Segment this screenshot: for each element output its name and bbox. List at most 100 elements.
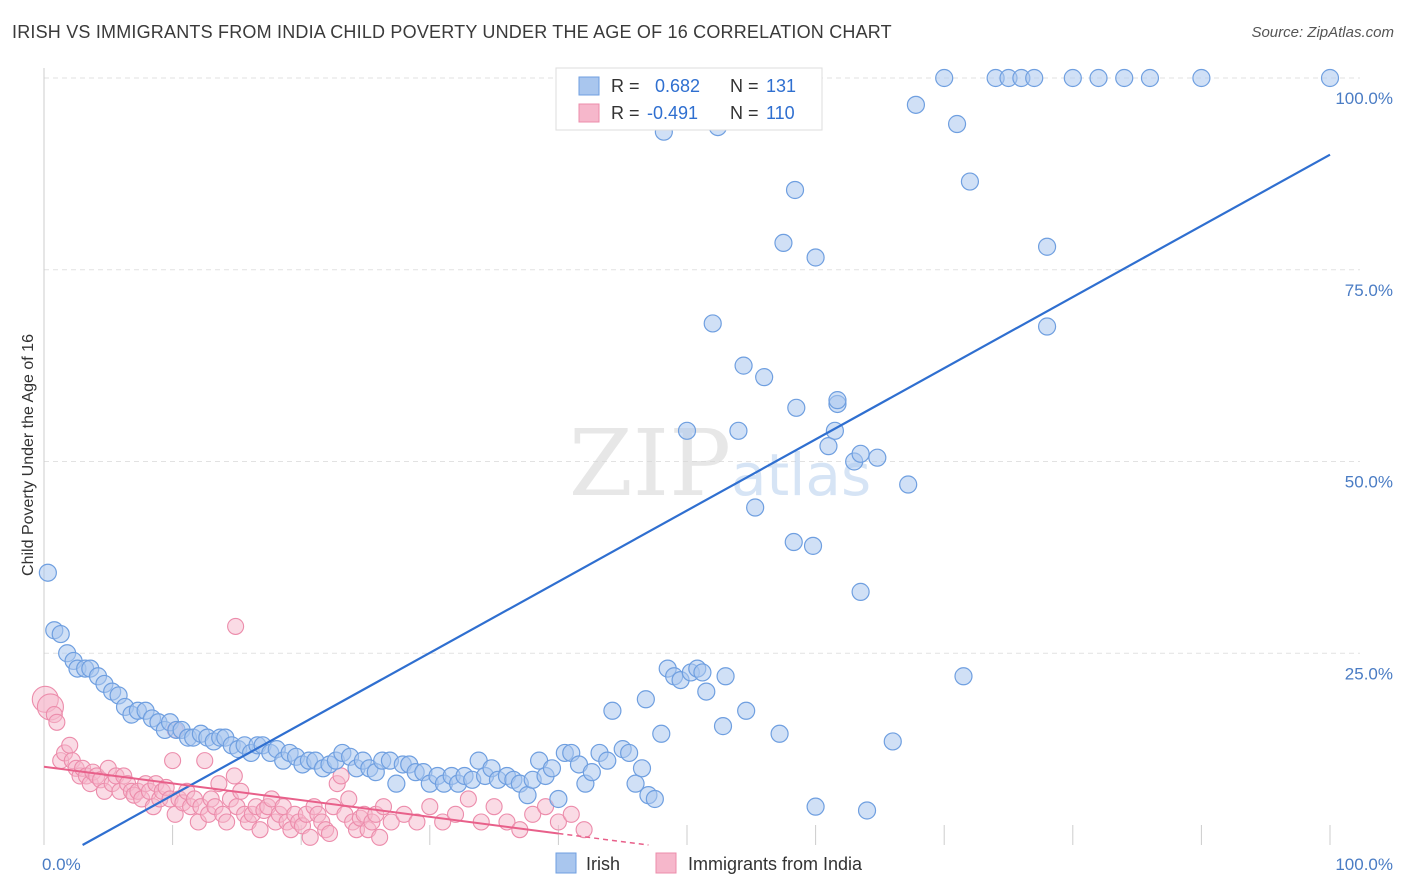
india-point [459,790,477,808]
legend-label-irish: Irish [586,854,620,874]
india-point [218,813,236,831]
trend-lines [43,153,1331,846]
irish-point [746,498,765,517]
stats-box: R = 0.682 N = 131 R = -0.491 N = 110 [555,67,823,131]
irish-point [954,667,973,686]
irish-point [737,701,756,720]
india-point [61,736,79,754]
india-point [320,824,339,843]
irish-point [819,437,838,456]
irish-point [636,690,655,709]
irish-point [716,667,735,686]
y-tick-label: 25.0% [1345,664,1393,683]
india-point [575,821,593,839]
india-point [382,813,400,831]
irish-point [620,743,639,763]
irish-point [582,763,601,782]
irish-point [899,475,918,494]
irish-point [734,356,753,375]
y-ticks: 25.0% 50.0% 75.0% 100.0% [1335,89,1393,683]
india-point [164,752,182,770]
irish-r-value: 0.682 [655,76,700,96]
india-point [421,798,439,816]
y-axis-label: Child Poverty Under the Age of 16 [20,334,37,576]
irish-point [645,789,664,809]
x-tick-label: 0.0% [42,855,81,874]
india-point [446,805,465,823]
irish-points [38,68,1340,820]
irish-point [387,774,406,793]
india-trend-extension [558,832,649,846]
irish-point [603,701,622,720]
irish-trend-line [82,153,1331,846]
india-point [408,813,426,831]
irish-point [755,368,774,387]
irish-point [857,801,877,820]
irish-point [828,391,847,410]
india-point [549,813,567,831]
irish-point [598,751,617,770]
india-point [251,821,269,839]
irish-point [713,717,733,736]
legend-swatch-irish [555,852,577,874]
irish-n-value: 131 [766,76,796,96]
irish-point [542,759,562,778]
irish-point [38,563,57,582]
chart-title: IRISH VS IMMIGRANTS FROM INDIA CHILD POV… [12,22,892,42]
irish-point [906,95,926,114]
irish-point [851,444,870,463]
india-point [196,752,214,770]
irish-point [868,448,887,467]
irish-point [785,180,805,200]
india-point [48,713,66,731]
india-point [562,805,580,823]
india-point [485,798,503,816]
y-tick-label: 100.0% [1335,89,1393,108]
irish-point [806,797,825,816]
irish-r-label: R = [611,76,640,96]
india-r-label: R = [611,103,640,123]
irish-swatch [578,76,600,96]
irish-point [626,774,645,793]
india-point [371,828,389,846]
india-point [210,775,228,793]
irish-n-label: N = [730,76,759,96]
irish-point [1063,68,1082,88]
irish-point [1025,68,1044,88]
india-points [31,617,593,846]
irish-point [803,536,823,555]
irish-point [774,233,793,253]
legend-label-india: Immigrants from India [688,854,863,874]
india-point [225,767,243,785]
legend: Irish Immigrants from India [555,852,863,874]
irish-point [697,682,716,701]
irish-point [947,114,967,134]
irish-point [935,68,954,88]
irish-point [1037,237,1057,256]
irish-point [518,786,537,805]
irish-point [1089,68,1108,88]
irish-point [677,421,697,440]
y-tick-label: 50.0% [1345,473,1393,492]
irish-point [851,582,870,601]
legend-swatch-india [655,852,677,874]
irish-point [784,532,803,552]
irish-point [960,172,980,191]
india-point [301,828,319,846]
irish-point [1320,68,1340,88]
irish-point [652,724,671,743]
irish-point [549,789,568,809]
irish-point [1192,68,1211,88]
y-tick-label: 75.0% [1345,281,1393,300]
india-r-value: -0.491 [647,103,698,123]
india-n-value: 110 [766,103,795,123]
irish-point [1115,68,1134,88]
irish-point [729,421,748,440]
irish-point [787,398,806,417]
irish-point [1140,68,1160,88]
india-trend-line [43,765,559,835]
irish-point [703,314,722,333]
irish-point [806,248,825,267]
india-point [524,805,542,823]
